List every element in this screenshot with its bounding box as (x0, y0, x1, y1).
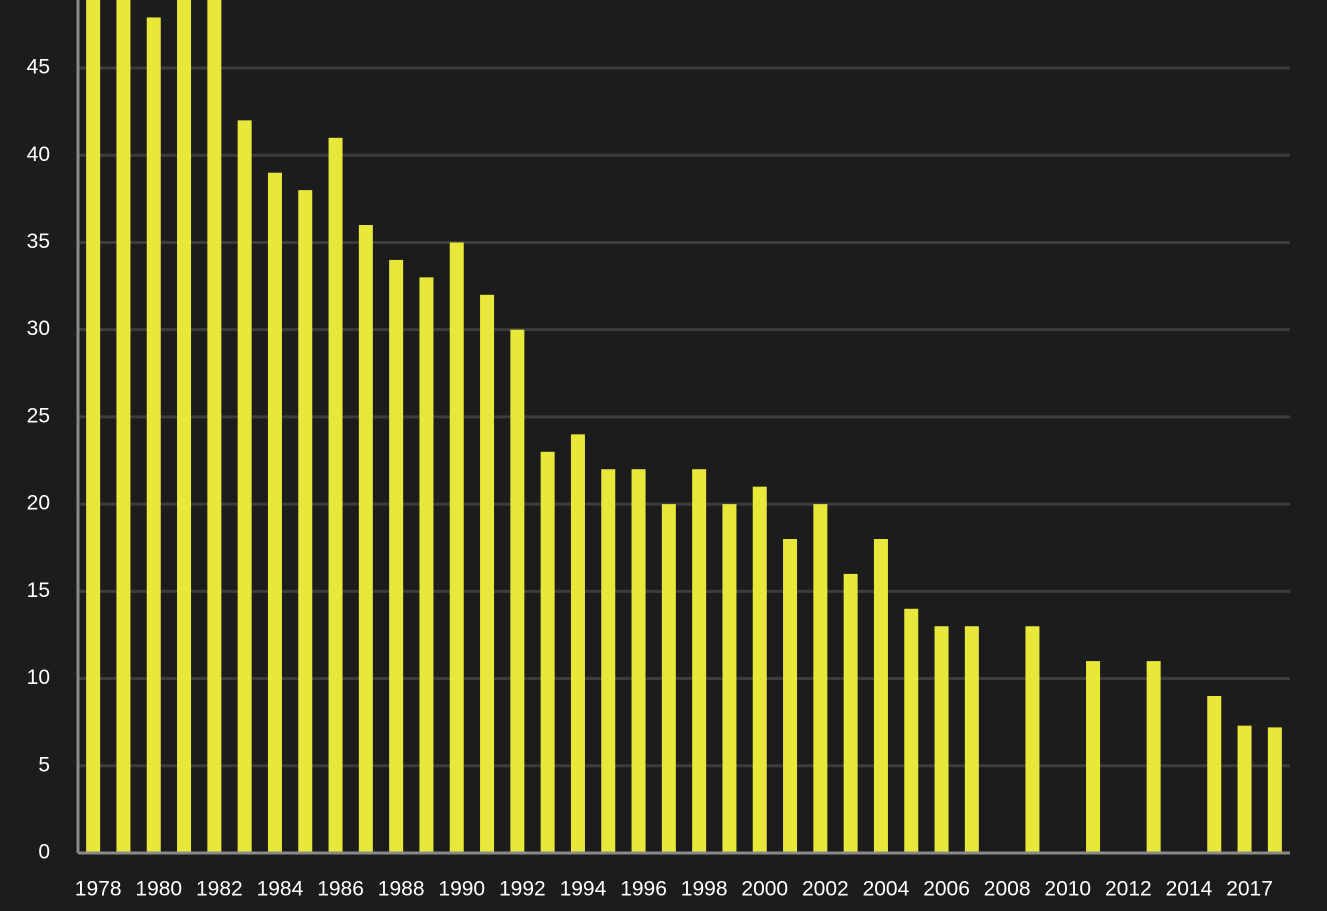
y-tick-label: 30 (27, 317, 50, 340)
bar (510, 329, 525, 853)
bar (1207, 696, 1222, 853)
bar (328, 137, 343, 853)
x-tick-label: 1992 (499, 878, 546, 901)
y-tick-label: 0 (38, 841, 50, 864)
bar (207, 0, 222, 853)
bar (86, 0, 101, 853)
x-tick-label: 2000 (741, 878, 788, 901)
bar (540, 451, 555, 853)
bar (358, 225, 373, 853)
bar (964, 626, 979, 853)
x-tick-label: 1986 (317, 878, 364, 901)
bar (570, 434, 585, 853)
bar (904, 608, 919, 853)
x-tick-label: 2004 (863, 878, 910, 901)
bar (843, 573, 858, 853)
bar (146, 17, 161, 853)
y-tick-label: 25 (27, 404, 50, 427)
bar (813, 504, 828, 853)
y-tick-label: 45 (27, 56, 50, 79)
x-tick-label: 2008 (984, 878, 1031, 901)
bar (631, 469, 646, 853)
y-tick-label: 10 (27, 666, 50, 689)
bar (692, 469, 707, 853)
bar (237, 120, 252, 853)
bar (722, 504, 737, 853)
bar (389, 259, 404, 853)
x-tick-label: 2010 (1044, 878, 1091, 901)
y-tick-label: 35 (27, 230, 50, 253)
x-tick-label: 1996 (620, 878, 667, 901)
bar (480, 294, 495, 853)
x-tick-label: 2006 (923, 878, 970, 901)
x-tick-label: 1982 (196, 878, 243, 901)
bar (177, 0, 192, 853)
bar (783, 539, 798, 853)
y-tick-label: 5 (38, 753, 50, 776)
x-tick-label: 2014 (1166, 878, 1213, 901)
x-tick-label: 1984 (257, 878, 304, 901)
bar (1025, 626, 1040, 853)
bar (449, 242, 464, 853)
bar (1267, 727, 1282, 853)
x-tick-label: 1980 (135, 878, 182, 901)
bar (116, 0, 131, 853)
x-tick-label: 1978 (75, 878, 122, 901)
bar (934, 626, 949, 853)
bar (1237, 725, 1252, 853)
bar (298, 190, 313, 853)
y-tick-label: 15 (27, 579, 50, 602)
bar (752, 486, 767, 853)
bar (661, 504, 676, 853)
bar (1086, 661, 1101, 853)
x-tick-label: 2012 (1105, 878, 1152, 901)
y-tick-label: 40 (27, 143, 50, 166)
bar (601, 469, 616, 853)
x-tick-label: 1998 (681, 878, 728, 901)
bar (1146, 661, 1161, 853)
x-tick-label: 2002 (802, 878, 849, 901)
bar (267, 172, 282, 853)
x-tick-label: 2017 (1226, 878, 1273, 901)
x-tick-label: 1988 (378, 878, 425, 901)
x-tick-label: 1994 (560, 878, 607, 901)
x-tick-label: 1990 (438, 878, 485, 901)
bar (419, 277, 434, 853)
y-tick-label: 20 (27, 492, 50, 515)
bar (873, 539, 888, 853)
